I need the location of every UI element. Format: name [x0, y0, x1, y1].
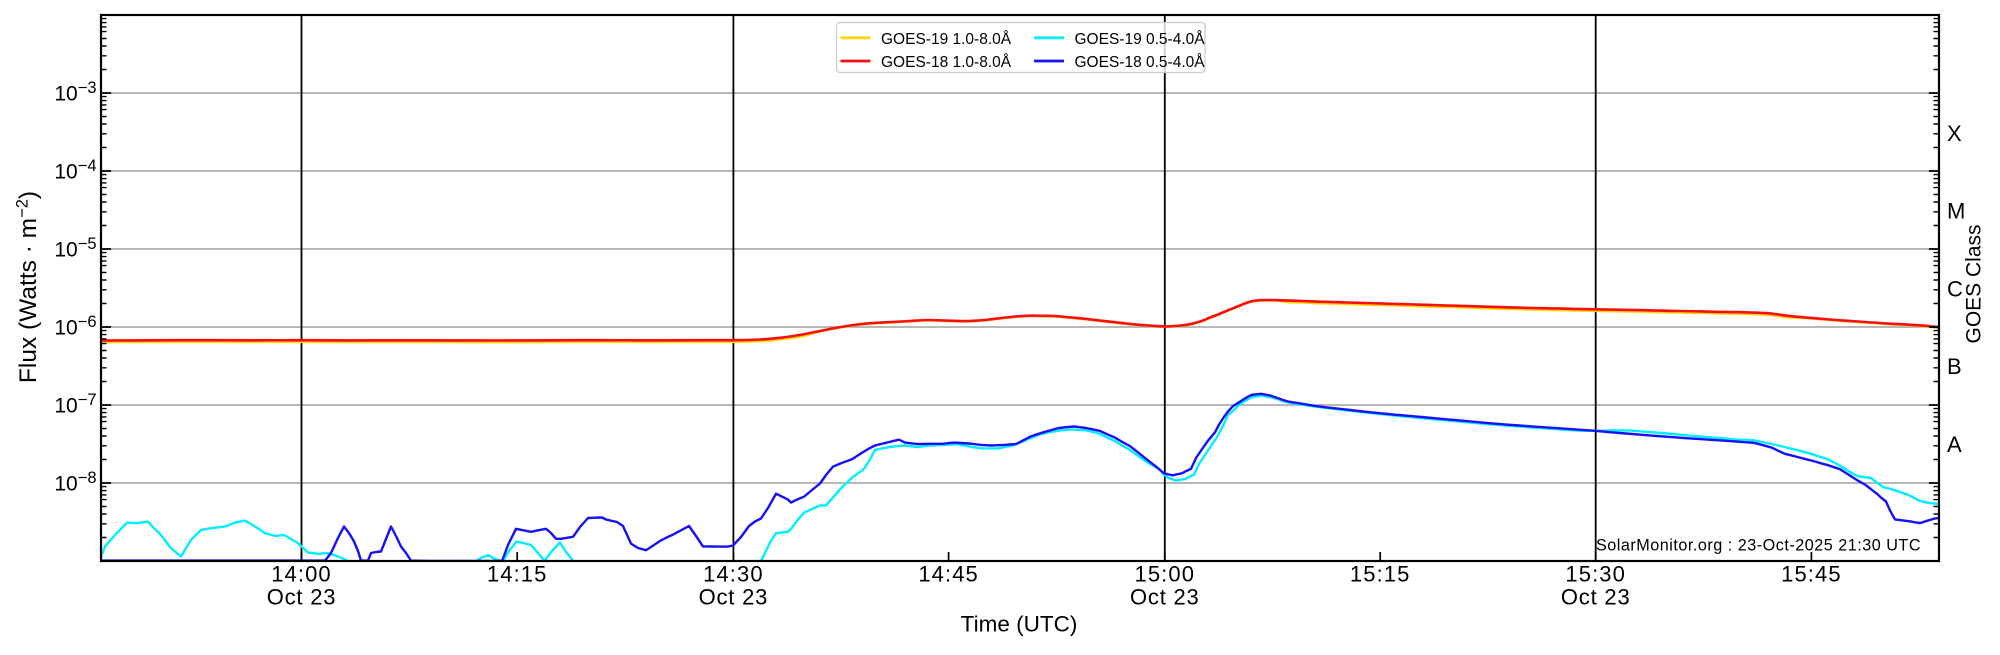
svg-text:GOES Class: GOES Class: [1963, 224, 1986, 343]
svg-text:GOES-18 1.0-8.0Å: GOES-18 1.0-8.0Å: [881, 54, 1012, 71]
svg-text:Time (UTC): Time (UTC): [961, 612, 1078, 637]
svg-text:GOES-19 1.0-8.0Å: GOES-19 1.0-8.0Å: [881, 31, 1012, 48]
svg-text:Oct 23: Oct 23: [267, 585, 337, 610]
svg-text:B: B: [1947, 354, 1962, 379]
svg-text:SolarMonitor.org : 23-Oct-2025: SolarMonitor.org : 23-Oct-2025 21:30 UTC: [1596, 537, 1921, 555]
svg-text:14:15: 14:15: [487, 562, 548, 587]
svg-text:15:00: 15:00: [1135, 562, 1196, 587]
svg-text:14:00: 14:00: [271, 562, 332, 587]
svg-text:Oct 23: Oct 23: [699, 585, 769, 610]
svg-text:X: X: [1947, 121, 1962, 146]
svg-text:A: A: [1947, 432, 1962, 457]
svg-text:M: M: [1947, 199, 1965, 224]
svg-text:14:45: 14:45: [918, 562, 979, 587]
svg-text:15:45: 15:45: [1781, 562, 1842, 587]
svg-text:15:15: 15:15: [1350, 562, 1411, 587]
svg-text:GOES-18 0.5-4.0Å: GOES-18 0.5-4.0Å: [1075, 54, 1206, 71]
svg-text:Oct 23: Oct 23: [1130, 585, 1200, 610]
svg-text:15:30: 15:30: [1565, 562, 1626, 587]
svg-text:10−3: 10−3: [54, 79, 96, 106]
svg-text:C: C: [1947, 276, 1963, 301]
svg-text:Flux (Watts · m−2): Flux (Watts · m−2): [14, 191, 43, 383]
svg-text:GOES-19 0.5-4.0Å: GOES-19 0.5-4.0Å: [1075, 31, 1206, 48]
svg-text:10−7: 10−7: [54, 391, 96, 418]
svg-text:14:30: 14:30: [703, 562, 764, 587]
svg-text:Oct 23: Oct 23: [1561, 585, 1631, 610]
